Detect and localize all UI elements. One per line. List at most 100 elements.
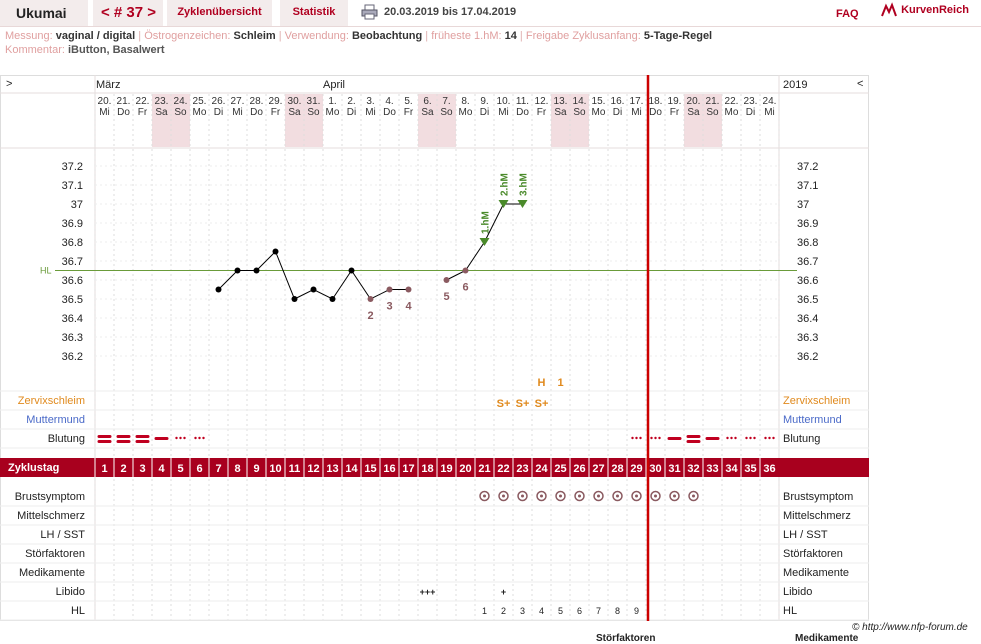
- bleeding-spotting: [658, 436, 661, 440]
- weekday-label: So: [307, 107, 320, 118]
- row-label-zervix-right: Zervixschleim: [783, 395, 850, 407]
- day-number: 28.: [250, 96, 264, 107]
- day-number: 26.: [212, 96, 226, 107]
- meta-label: früheste 1.hM:: [431, 30, 502, 42]
- bleeding-heavy: [97, 435, 112, 438]
- breast-symptom-mark: [688, 490, 699, 502]
- cycle-day-number: 13: [326, 463, 338, 475]
- day-number: 24.: [763, 96, 777, 107]
- cycle-day-number: 23: [516, 463, 528, 475]
- weekday-label: Fr: [138, 107, 148, 118]
- bleeding-spotting: [734, 436, 737, 440]
- nav-right-arrow: <: [857, 78, 863, 90]
- cycle-day-number: 36: [763, 463, 775, 475]
- brand-link[interactable]: KurvenReich: [880, 2, 969, 18]
- row-label-right: Mittelschmerz: [783, 510, 851, 522]
- day-number: 17.: [630, 96, 644, 107]
- weekday-label: Do: [383, 107, 396, 118]
- weekday-label: Mi: [232, 107, 243, 118]
- bleeding-spotting: [194, 436, 197, 440]
- bleeding-heavy: [116, 435, 131, 438]
- hl-count: 9: [634, 606, 639, 616]
- row-label: Mittelschmerz: [17, 510, 85, 522]
- cycle-day-number: 34: [725, 463, 738, 475]
- weekday-label: Mo: [725, 107, 739, 118]
- cycle-day-number: 28: [611, 463, 623, 475]
- zervix-mark: S+: [497, 398, 511, 410]
- row-label: Brustsymptom: [15, 491, 85, 503]
- legend-stoerfaktoren: Störfaktoren: [596, 633, 656, 644]
- meta-label: Verwendung:: [284, 30, 349, 42]
- y-tick-label-right: 36.4: [797, 313, 818, 325]
- zervix-mark: S+: [535, 398, 549, 410]
- meta-value: vaginal / digital: [55, 30, 136, 42]
- hl-count: 6: [577, 606, 582, 616]
- breast-symptom-dot: [521, 494, 524, 498]
- libido-mark: +: [501, 587, 506, 597]
- weekday-label: Mi: [99, 107, 110, 118]
- breast-symptom-mark: [650, 490, 661, 502]
- hl-count: 1: [482, 606, 487, 616]
- weekday-label: So: [440, 107, 453, 118]
- tab-statistics[interactable]: Statistik: [280, 0, 348, 26]
- day-number: 27.: [231, 96, 245, 107]
- day-number: 25.: [193, 96, 207, 107]
- row-label-right: Brustsymptom: [783, 491, 853, 503]
- faq-link[interactable]: FAQ: [836, 8, 859, 20]
- weekday-label: Sa: [554, 107, 567, 118]
- zervix-mark: S+: [516, 398, 530, 410]
- bleeding-heavy: [686, 440, 701, 443]
- cycle-day-number: 11: [289, 463, 301, 475]
- row-label: Störfaktoren: [25, 548, 85, 560]
- breast-symptom-dot: [654, 494, 657, 498]
- temperature-point: [291, 296, 298, 302]
- temperature-point: [253, 267, 260, 274]
- tab-cycle-overview[interactable]: Zyklenübersicht: [167, 0, 272, 26]
- breast-symptom-dot: [673, 494, 676, 498]
- day-number: 12.: [535, 96, 549, 107]
- y-tick-label: 36.6: [62, 275, 83, 287]
- weekend-shade: [437, 94, 456, 147]
- weekend-shade: [285, 94, 304, 147]
- breast-symptom-dot: [483, 494, 486, 498]
- meta-line-2: Kommentar: iButton, Basalwert: [5, 44, 165, 56]
- day-number: 4.: [385, 96, 393, 107]
- cycle-day-number: 1: [101, 463, 107, 475]
- cycle-day-band-right: [779, 458, 869, 477]
- peak-mark: H: [538, 377, 546, 389]
- weekday-label: Do: [649, 107, 662, 118]
- user-name: Ukumai: [0, 0, 88, 26]
- cycle-day-number: 22: [497, 463, 509, 475]
- y-tick-label: 36.4: [62, 313, 83, 325]
- low-temp-point: [367, 296, 374, 302]
- breast-symptom-mark: [479, 490, 490, 502]
- bleeding-heavy: [686, 435, 701, 438]
- weekday-label: So: [573, 107, 586, 118]
- weekday-label: Mo: [193, 107, 207, 118]
- weekday-label: Fr: [537, 107, 547, 118]
- weekday-label: Di: [746, 107, 755, 118]
- bleeding-spotting: [631, 436, 634, 440]
- printer-icon[interactable]: [361, 4, 378, 20]
- day-number: 1.: [328, 96, 336, 107]
- bleeding-spotting: [650, 436, 653, 440]
- meta-value: 5-Tage-Regel: [643, 30, 713, 42]
- cycle-navigator[interactable]: < # 37 >: [93, 0, 163, 26]
- cycle-day-number: 5: [177, 463, 183, 475]
- day-number: 2.: [347, 96, 355, 107]
- day-number: 11.: [516, 96, 529, 107]
- day-number: 5.: [404, 96, 412, 107]
- day-number: 8.: [461, 96, 469, 107]
- bleeding-medium: [705, 437, 720, 440]
- bleeding-spotting: [772, 436, 775, 440]
- bleeding-spotting: [745, 436, 748, 440]
- row-label-right: HL: [783, 605, 797, 617]
- row-label-right: LH / SST: [783, 529, 828, 541]
- high-temp-label: 3.hM: [519, 173, 530, 196]
- hl-count: 3: [520, 606, 525, 616]
- hl-count: 5: [558, 606, 563, 616]
- low-temp-label: 5: [443, 291, 449, 303]
- weekday-label: Di: [214, 107, 223, 118]
- day-number: 10.: [497, 96, 511, 107]
- low-temp-label: 3: [386, 301, 392, 313]
